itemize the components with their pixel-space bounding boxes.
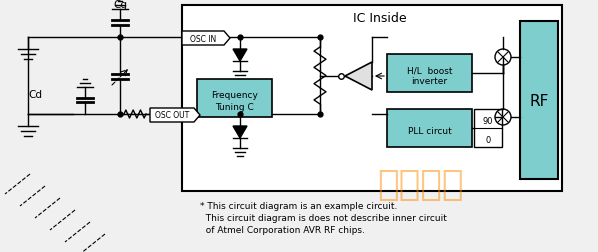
Text: OSC OUT: OSC OUT xyxy=(155,111,189,120)
Text: Cd: Cd xyxy=(28,90,42,100)
Text: Cg: Cg xyxy=(113,0,127,10)
Text: 统一电子: 统一电子 xyxy=(377,167,463,201)
Polygon shape xyxy=(233,50,247,62)
Text: of Atmel Corporation AVR RF chips.: of Atmel Corporation AVR RF chips. xyxy=(200,226,365,235)
Text: This circuit diagram is does not describe inner circuit: This circuit diagram is does not describ… xyxy=(200,214,447,223)
Text: 90: 90 xyxy=(483,116,493,125)
Bar xyxy=(520,22,558,179)
Polygon shape xyxy=(182,32,230,46)
Text: * This circuit diagram is an example circuit.: * This circuit diagram is an example cir… xyxy=(200,202,398,211)
Text: 0: 0 xyxy=(486,136,490,144)
Text: Frequency: Frequency xyxy=(211,91,258,100)
Bar xyxy=(387,110,472,147)
Text: inverter: inverter xyxy=(411,77,447,86)
Polygon shape xyxy=(233,127,247,138)
Polygon shape xyxy=(150,109,200,122)
Text: OSC IN: OSC IN xyxy=(190,34,216,43)
Text: RF: RF xyxy=(529,93,549,108)
Text: H/L  boost: H/L boost xyxy=(407,66,452,75)
Polygon shape xyxy=(345,63,372,91)
Bar xyxy=(182,6,562,191)
Bar xyxy=(197,80,272,117)
Text: IC Inside: IC Inside xyxy=(353,11,407,24)
Text: Tuning C: Tuning C xyxy=(215,102,254,111)
Bar xyxy=(387,55,472,93)
Bar xyxy=(474,110,502,147)
Text: PLL circut: PLL circut xyxy=(408,126,451,135)
